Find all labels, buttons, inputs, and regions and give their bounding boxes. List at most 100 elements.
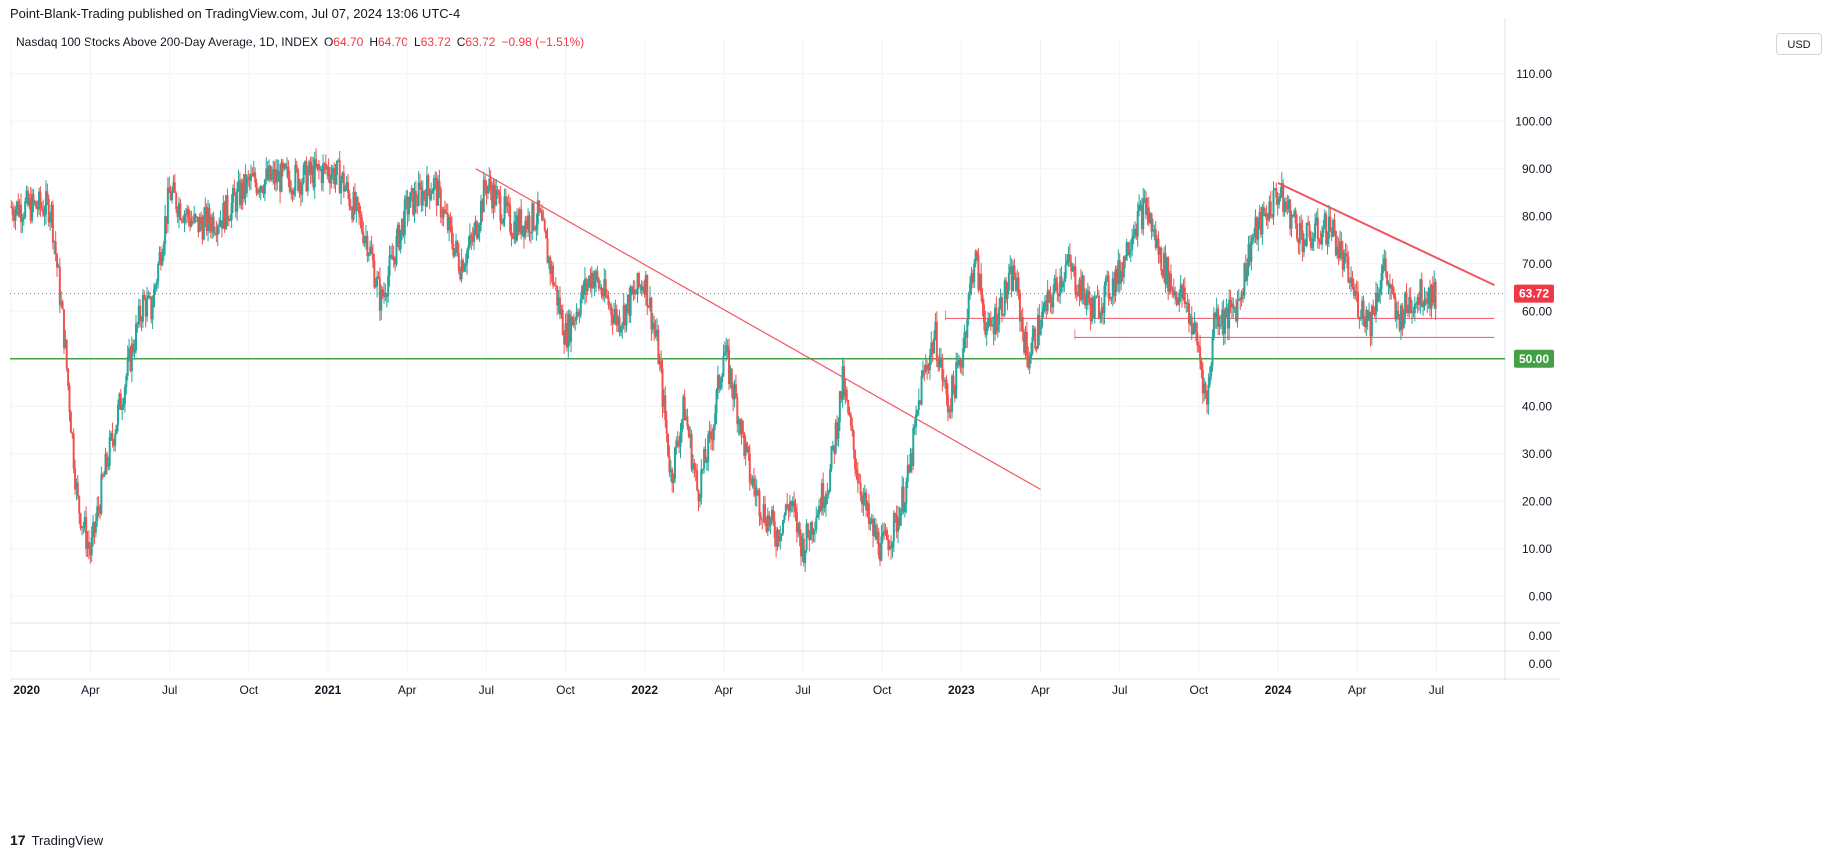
candle-body xyxy=(1118,260,1121,284)
candle-body xyxy=(822,483,825,508)
candle-body xyxy=(147,295,150,298)
candle-body xyxy=(676,440,679,445)
candle-body xyxy=(535,224,538,230)
candle-body xyxy=(852,431,855,451)
candle-body xyxy=(252,172,255,177)
candle-body xyxy=(619,327,622,333)
candle-body xyxy=(464,263,467,267)
candle-body xyxy=(957,360,960,366)
candle-body xyxy=(391,254,394,260)
candle-body xyxy=(247,176,250,178)
candle-body xyxy=(812,530,815,535)
candle-body xyxy=(489,178,492,191)
candle-body xyxy=(1257,220,1260,240)
candle-body xyxy=(1175,291,1178,300)
candle-body xyxy=(956,362,959,366)
candle-body xyxy=(1290,216,1293,229)
candle-body xyxy=(302,165,305,183)
candle-body xyxy=(1351,277,1354,287)
candle-body xyxy=(165,216,168,224)
candle-body xyxy=(777,529,780,542)
candle-body xyxy=(187,208,190,218)
candle-body xyxy=(1023,332,1026,353)
candle-body xyxy=(327,166,330,177)
candle-body xyxy=(309,161,312,175)
candle-body xyxy=(1056,283,1059,294)
candle-body xyxy=(1028,359,1031,368)
candle-body xyxy=(840,391,843,400)
candle-body xyxy=(1268,201,1271,221)
high-value: 64.70 xyxy=(378,35,409,49)
candle-body xyxy=(434,177,437,179)
candle-body xyxy=(231,188,234,203)
candle-body xyxy=(1337,247,1340,259)
y-tick-label: 90.00 xyxy=(1522,162,1552,176)
candle-body xyxy=(76,482,79,497)
candle-body xyxy=(1171,288,1174,291)
candle-body xyxy=(1301,230,1304,253)
candle-body xyxy=(1215,308,1218,319)
candle-body xyxy=(786,504,789,508)
symbol-name[interactable]: Nasdaq 100 Stocks Above 200-Day Average,… xyxy=(16,35,318,49)
candle-body xyxy=(1229,299,1232,308)
candle-body xyxy=(568,314,571,342)
candle-body xyxy=(338,160,341,194)
candle-body xyxy=(215,232,218,235)
candle-body xyxy=(987,318,990,328)
candle-body xyxy=(1034,328,1037,348)
candle-body xyxy=(1232,303,1235,309)
candle-body xyxy=(266,168,269,180)
candle-body xyxy=(1032,328,1035,337)
candle-body xyxy=(1420,279,1423,307)
candle-body xyxy=(571,316,574,326)
candle-body xyxy=(1042,307,1045,312)
candle-body xyxy=(816,514,819,518)
currency-button[interactable]: USD xyxy=(1776,33,1822,55)
candle-body xyxy=(687,426,690,438)
candle-body xyxy=(1072,265,1075,267)
candle-body xyxy=(867,503,870,524)
candle-body xyxy=(1057,293,1060,297)
candle-body xyxy=(935,321,938,362)
candle-body xyxy=(1205,393,1208,405)
axes: 2020 Apr Jul Oct 2021 Apr Jul Oct 2022 Apr Jul Oct 2… xyxy=(13,67,1552,697)
candle-body xyxy=(655,329,658,337)
candle-body xyxy=(93,522,96,533)
candle-body xyxy=(1264,213,1267,216)
candle-body xyxy=(818,505,821,515)
candle-body xyxy=(201,224,204,240)
candle-body xyxy=(1200,360,1203,371)
candle-body xyxy=(1422,306,1425,308)
candle-body xyxy=(378,278,381,311)
candle-body xyxy=(581,285,584,300)
candle-body xyxy=(1287,199,1290,210)
candle-body xyxy=(83,517,86,528)
candle-body xyxy=(1343,253,1346,270)
candle-body xyxy=(833,445,836,454)
candle-body xyxy=(714,413,717,426)
candle-body xyxy=(629,286,632,316)
candle-body xyxy=(819,505,822,511)
candle-body xyxy=(39,191,42,207)
candle-body xyxy=(96,506,99,521)
candle-body xyxy=(679,431,682,447)
candle-body xyxy=(854,450,857,470)
candle-body xyxy=(696,471,699,491)
candle-body xyxy=(413,191,416,215)
candle-body xyxy=(236,189,239,212)
candle-body xyxy=(294,164,297,191)
candle-body xyxy=(405,196,408,200)
candle-body xyxy=(1165,257,1168,285)
symbol-legend: Nasdaq 100 Stocks Above 200-Day Average,… xyxy=(16,35,584,49)
candle-body xyxy=(1084,293,1087,306)
candle-body xyxy=(921,370,924,376)
candle-body xyxy=(481,200,484,213)
open-label: O xyxy=(323,35,334,49)
candle-body xyxy=(54,241,57,255)
candle-body xyxy=(1053,278,1056,293)
candle-body xyxy=(926,364,929,369)
candle-body xyxy=(770,509,773,518)
tradingview-brand[interactable]: 17 TradingView xyxy=(10,832,103,848)
candle-body xyxy=(441,217,444,219)
